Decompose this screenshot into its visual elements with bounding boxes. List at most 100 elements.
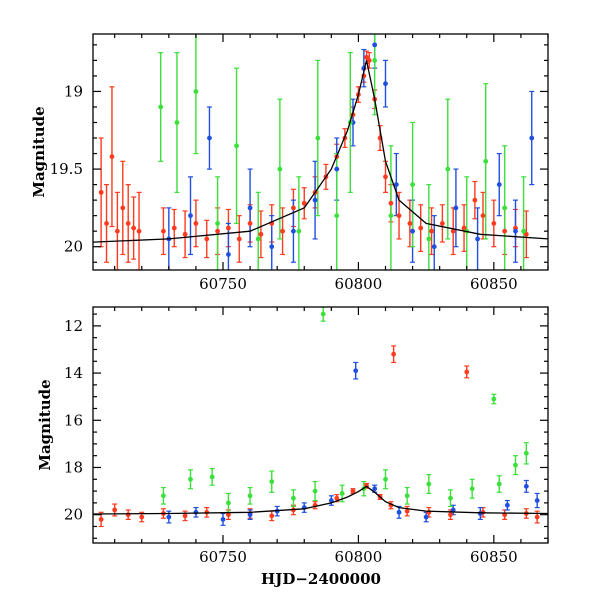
bottom-data-point	[339, 491, 345, 496]
top-data-point	[483, 158, 489, 164]
top-data-point	[234, 143, 239, 149]
bottom-data-point	[383, 476, 388, 482]
bottom-model-curve	[93, 485, 548, 515]
top-data-point	[366, 57, 372, 63]
top-data-point	[174, 120, 180, 125]
bottom-data-point	[247, 512, 253, 518]
top-data-point	[426, 236, 432, 242]
top-data-point	[301, 200, 307, 206]
bottom-x-tick-label: 60800	[335, 548, 383, 566]
bottom-data-point	[491, 396, 497, 402]
bottom-data-point	[523, 483, 529, 489]
bottom-x-tick-label: 60850	[470, 548, 518, 566]
top-data-point	[372, 57, 378, 63]
bottom-data-point	[269, 513, 275, 519]
top-y-tick-label: 19.5	[50, 160, 83, 178]
top-data-point	[255, 236, 261, 242]
top-x-tick-label: 60800	[335, 275, 383, 293]
top-data-point	[215, 221, 220, 226]
bottom-data-point	[534, 514, 540, 520]
top-model-curve	[93, 60, 548, 243]
bottom-data-point	[353, 368, 359, 374]
bottom-panel: 60750 60800 60850 12 14 16 18 20 Magnitude HJD…	[36, 306, 549, 588]
bottom-data-points	[98, 311, 540, 522]
bottom-data-point	[504, 502, 510, 508]
top-data-point	[277, 166, 283, 172]
top-data-point	[291, 228, 296, 234]
bottom-x-tick-label: 60750	[199, 548, 247, 566]
top-data-point	[280, 228, 285, 234]
top-data-point	[131, 225, 137, 231]
top-data-point	[269, 244, 275, 250]
bottom-data-point	[448, 495, 453, 501]
top-data-point	[334, 166, 340, 172]
top-data-point	[410, 228, 415, 234]
top-data-point	[171, 225, 177, 231]
top-data-point	[334, 213, 340, 219]
top-data-point	[393, 182, 399, 188]
bottom-y-tick-label: 12	[64, 317, 83, 335]
top-error-bars	[98, 34, 535, 270]
top-data-point	[513, 228, 518, 234]
bottom-data-point	[166, 514, 172, 520]
top-data-point	[502, 205, 508, 211]
top-data-point	[158, 104, 164, 110]
bottom-data-point	[448, 512, 453, 518]
top-data-point	[188, 213, 193, 219]
bottom-data-point	[291, 495, 296, 501]
top-data-point	[445, 166, 451, 172]
top-data-point	[226, 252, 231, 257]
top-data-point	[372, 42, 378, 48]
top-y-ticks: 19 19.5 20	[50, 44, 548, 263]
top-data-point	[215, 228, 220, 234]
top-data-point	[439, 221, 445, 226]
top-data-point	[258, 231, 264, 237]
top-data-point	[407, 221, 413, 226]
bottom-data-point	[161, 493, 166, 499]
top-data-point	[496, 182, 502, 188]
top-data-point	[388, 213, 394, 219]
top-data-point	[475, 236, 480, 242]
bottom-plot-area	[93, 307, 548, 528]
bottom-data-point	[328, 498, 334, 503]
bottom-data-point	[226, 500, 231, 506]
bottom-y-axis-label: Magnitude	[36, 379, 54, 470]
top-data-point	[161, 228, 166, 234]
bottom-plot-frame	[92, 306, 549, 544]
bottom-data-point	[312, 488, 318, 494]
top-data-point	[431, 244, 437, 250]
top-data-point	[120, 205, 126, 211]
top-y-tick-label: 19	[64, 82, 83, 100]
bottom-y-tick-label: 18	[64, 458, 83, 476]
top-x-tick-label: 60750	[199, 275, 247, 293]
top-panel: 60750 60800 60850 19 19.5 20 Magnitude	[30, 33, 549, 293]
top-data-point	[247, 221, 253, 226]
bottom-data-point	[182, 513, 188, 519]
bottom-y-tick-label: 20	[64, 506, 83, 524]
top-data-point	[383, 81, 388, 87]
top-data-point	[410, 182, 415, 188]
top-data-point	[480, 213, 486, 219]
bottom-data-point	[320, 311, 326, 317]
bottom-x-ticks: 60750 60800 60850	[114, 307, 549, 566]
top-plot-area	[93, 34, 548, 270]
top-data-point	[364, 54, 369, 60]
bottom-data-point	[247, 493, 253, 499]
bottom-data-point	[139, 514, 145, 520]
bottom-data-point	[404, 508, 410, 514]
bottom-data-point	[426, 481, 432, 487]
bottom-y-ticks: 12 14 16 18 20	[64, 313, 548, 539]
bottom-data-point	[513, 462, 518, 468]
top-y-tick-label: 20	[64, 238, 83, 256]
top-data-point	[418, 225, 424, 231]
top-data-point	[450, 228, 456, 234]
top-data-point	[236, 236, 242, 242]
top-data-point	[453, 205, 459, 211]
bottom-data-point	[396, 509, 402, 515]
bottom-data-point	[372, 486, 378, 492]
top-data-point	[429, 228, 434, 234]
top-data-point	[125, 221, 131, 226]
bottom-data-point	[469, 486, 475, 492]
top-y-axis-label: Magnitude	[30, 106, 48, 197]
top-data-point	[502, 228, 508, 234]
